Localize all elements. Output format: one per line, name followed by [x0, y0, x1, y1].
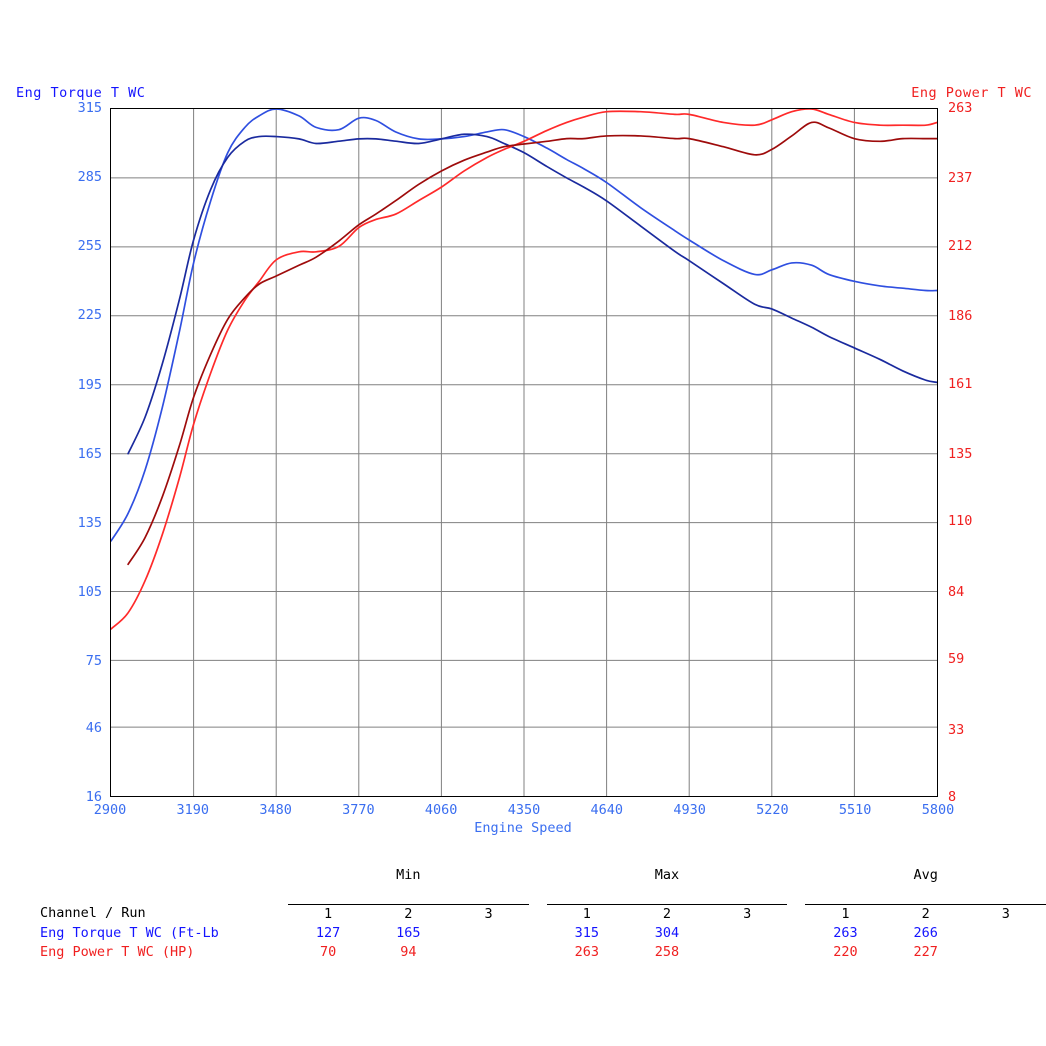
summary-cell-avg-0-2	[966, 924, 1046, 943]
summary-row-label-0: Eng Torque T WC (Ft-Lb	[40, 924, 219, 941]
left-tick-225: 225	[77, 307, 102, 324]
summary-cell-avg-0-1: 266	[913, 924, 938, 941]
chart-plot-area[interactable]	[110, 108, 938, 797]
summary-cell-avg-1-0: 220	[833, 943, 858, 960]
summary-run-min-1: 1	[324, 905, 333, 922]
summary-cell-avg-0-0: 263	[833, 924, 858, 941]
left-tick-75: 75	[85, 653, 102, 669]
summary-header-row: Channel / Run 1 2 3 1 2 3 1 2 3	[0, 904, 1046, 924]
x-tick-3480: 3480	[259, 802, 292, 818]
right-tick-84: 84	[948, 583, 965, 600]
right-tick-110: 110	[948, 513, 973, 530]
summary-rule-row	[0, 885, 1046, 905]
x-tick-5800: 5800	[921, 802, 955, 818]
summary-run-min-3: 3	[484, 905, 493, 922]
summary-run-max-1: 1	[582, 905, 591, 922]
table-row: Eng Torque T WC (Ft-Lb 127 165 315 304 263 266	[0, 924, 1046, 943]
summary-cell-min-0-1: 165	[396, 924, 421, 941]
summary-cell-min-0-0: 127	[315, 924, 341, 941]
summary-group-row: Min Max Avg	[0, 866, 1046, 885]
left-tick-255: 255	[77, 238, 102, 255]
summary-cell-max-0-0: 315	[574, 924, 599, 941]
right-tick-186: 186	[948, 308, 973, 325]
x-tick-2900: 2900	[93, 802, 127, 818]
summary-run-min-2: 2	[404, 905, 413, 922]
summary-run-avg-1: 1	[841, 905, 850, 922]
right-tick-161: 161	[948, 375, 973, 392]
summary-group-max: Max	[654, 867, 680, 883]
x-tick-4930: 4930	[673, 802, 706, 818]
x-tick-5510: 5510	[838, 802, 872, 818]
left-tick-46: 46	[85, 719, 102, 736]
table-row: Eng Power T WC (HP) 70 94 263 258 220 227	[0, 943, 1046, 962]
chart-gridlines	[111, 109, 937, 796]
summary-corner	[0, 866, 270, 885]
summary-group-avg: Avg	[913, 867, 938, 883]
right-tick-135: 135	[948, 445, 973, 462]
left-tick-285: 285	[77, 169, 102, 186]
left-tick-165: 165	[77, 445, 102, 462]
left-tick-315: 315	[77, 100, 102, 116]
series-0	[111, 109, 937, 542]
left-tick-135: 135	[77, 514, 102, 531]
summary-cell-min-1-2	[448, 943, 528, 962]
summary-cell-max-0-2	[707, 924, 787, 943]
summary-run-avg-2: 2	[921, 905, 930, 922]
right-axis-title: Eng Power T WC	[911, 85, 1032, 101]
left-axis-title: Eng Torque T WC	[16, 85, 146, 101]
summary-grid: Min Max Avg Channel / Run 1 2 3 1 2 3 1 2 3 Eng Torqu…	[0, 866, 1046, 962]
summary-cell-max-1-2	[707, 943, 787, 962]
summary-table: Min Max Avg Channel / Run 1 2 3 1 2 3 1 2 3 Eng Torqu…	[0, 866, 1046, 962]
right-tick-212: 212	[948, 237, 973, 254]
right-tick-263: 263	[948, 100, 973, 116]
summary-cell-min-0-2	[448, 924, 528, 943]
chart-curves	[111, 109, 937, 630]
right-tick-33: 33	[948, 721, 965, 738]
series-3	[127, 121, 937, 566]
right-tick-59: 59	[948, 651, 965, 668]
x-tick-4350: 4350	[507, 802, 541, 818]
x-tick-4640: 4640	[590, 802, 624, 818]
summary-rule-max	[546, 885, 788, 905]
x-axis-label: Engine Speed	[474, 820, 572, 836]
left-tick-105: 105	[77, 583, 102, 600]
summary-cell-min-1-0: 70	[319, 943, 337, 960]
left-tick-16: 16	[85, 789, 102, 805]
left-tick-195: 195	[77, 376, 102, 393]
summary-rule-avg	[805, 885, 1046, 905]
right-tick-237: 237	[948, 170, 973, 187]
x-tick-5220: 5220	[756, 802, 789, 818]
summary-cell-max-0-1: 304	[654, 924, 680, 941]
summary-cell-max-1-0: 263	[574, 943, 599, 960]
x-tick-4060: 4060	[424, 802, 458, 818]
x-tick-3770: 3770	[342, 802, 375, 818]
x-tick-3190: 3190	[176, 802, 210, 818]
summary-cell-max-1-1: 258	[654, 943, 680, 960]
summary-cell-avg-1-1: 227	[913, 943, 938, 960]
summary-cell-min-1-1: 94	[400, 943, 417, 960]
series-1	[127, 133, 937, 455]
summary-run-max-2: 2	[662, 905, 672, 922]
summary-cell-avg-1-2	[966, 943, 1046, 962]
summary-channel-header: Channel / Run	[40, 905, 146, 922]
right-tick-8: 8	[948, 789, 957, 805]
series-2	[111, 109, 937, 630]
summary-rule-min	[288, 885, 529, 905]
summary-row-label-1: Eng Power T WC (HP)	[40, 943, 195, 960]
summary-run-avg-3: 3	[1001, 905, 1010, 922]
summary-run-max-3: 3	[743, 905, 752, 922]
summary-group-min: Min	[396, 867, 421, 883]
